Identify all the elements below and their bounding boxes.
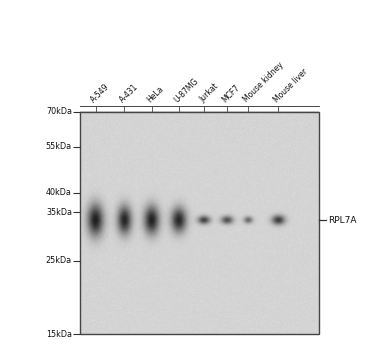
- Text: U-87MG: U-87MG: [173, 76, 201, 104]
- Text: Jurkat: Jurkat: [198, 82, 220, 104]
- Text: A-549: A-549: [90, 82, 112, 104]
- Text: 70kDa: 70kDa: [46, 107, 72, 117]
- Text: 35kDa: 35kDa: [46, 208, 72, 217]
- Text: Mouse liver: Mouse liver: [272, 67, 310, 104]
- Text: Mouse kidney: Mouse kidney: [242, 61, 286, 104]
- Text: 55kDa: 55kDa: [46, 142, 72, 151]
- Text: A-431: A-431: [118, 82, 140, 104]
- Text: 25kDa: 25kDa: [46, 256, 72, 265]
- Text: MCF7: MCF7: [221, 83, 242, 104]
- Text: RPL7A: RPL7A: [328, 216, 356, 225]
- Text: 40kDa: 40kDa: [46, 188, 72, 197]
- Text: 15kDa: 15kDa: [46, 330, 72, 339]
- Bar: [80, 112, 319, 334]
- Text: HeLa: HeLa: [145, 84, 166, 104]
